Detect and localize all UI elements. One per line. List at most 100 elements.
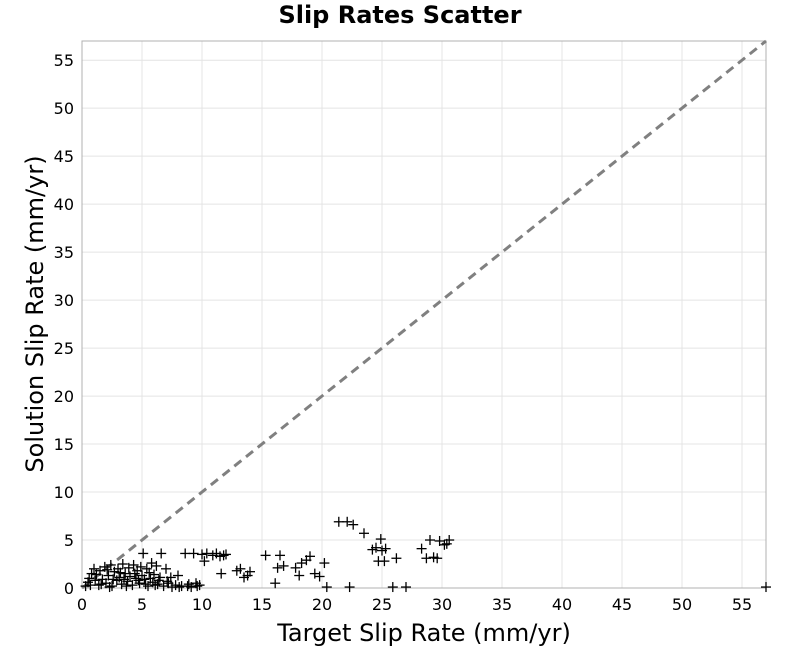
scatter-point — [348, 519, 359, 530]
scatter-point — [201, 548, 212, 559]
y-tick-label: 30 — [54, 291, 74, 310]
scatter-point — [342, 516, 353, 527]
scatter-point — [314, 571, 325, 582]
scatter-point — [371, 542, 381, 553]
scatter-point — [133, 575, 144, 586]
scatter-point — [84, 573, 95, 584]
scatter-point — [145, 573, 156, 584]
scatter-point — [272, 562, 283, 573]
scatter-point — [127, 580, 138, 591]
y-tick-label: 25 — [54, 339, 74, 358]
x-tick-label: 10 — [192, 595, 212, 614]
scatter-point — [444, 535, 455, 546]
scatter-point — [114, 572, 125, 583]
data-points — [80, 516, 771, 593]
scatter-point — [180, 548, 191, 559]
y-axis-ticks: 0 5 10 15 20 25 30 35 40 45 50 55 — [54, 51, 74, 598]
x-tick-label: 15 — [252, 595, 272, 614]
y-tick-label: 15 — [54, 435, 74, 454]
scatter-point — [104, 582, 115, 593]
x-axis-label: Target Slip Rate (mm/yr) — [276, 619, 571, 647]
scatter-point — [107, 581, 117, 592]
scatter-point — [380, 543, 391, 554]
scatter-point — [278, 560, 289, 571]
scatter-point — [165, 572, 176, 583]
y-tick-label: 40 — [54, 195, 74, 214]
x-axis-ticks: 0 5 10 15 20 25 30 35 40 45 50 55 — [77, 595, 752, 614]
scatter-point — [421, 553, 432, 564]
scatter-point — [375, 534, 386, 545]
scatter-point — [138, 548, 149, 559]
x-tick-label: 45 — [612, 595, 632, 614]
y-tick-label: 50 — [54, 99, 74, 118]
y-axis-label: Solution Slip Rate (mm/yr) — [21, 155, 49, 472]
scatter-point — [221, 549, 231, 560]
scatter-point — [89, 563, 99, 574]
plot-frame — [81, 40, 767, 589]
scatter-point — [216, 568, 227, 579]
scatter-point — [174, 582, 185, 593]
x-tick-label: 40 — [552, 595, 572, 614]
scatter-point — [182, 581, 193, 592]
x-tick-label: 30 — [432, 595, 452, 614]
y-tick-label: 0 — [64, 579, 74, 598]
scatter-point — [96, 579, 107, 590]
scatter-point — [140, 579, 151, 590]
identity-reference-line — [81, 39, 767, 590]
chart-title: Slip Rates Scatter — [278, 1, 521, 29]
scatter-point — [319, 558, 330, 569]
scatter-point — [439, 539, 450, 550]
scatter-point — [161, 563, 171, 574]
scatter-point — [260, 550, 271, 561]
scatter-point — [85, 580, 96, 591]
x-tick-label: 5 — [137, 595, 147, 614]
scatter-point — [117, 559, 128, 570]
scatter-point — [359, 528, 369, 539]
scatter-point — [128, 559, 139, 570]
scatter-point — [102, 564, 113, 575]
x-tick-label: 25 — [372, 595, 392, 614]
scatter-point — [425, 535, 435, 546]
y-tick-label: 10 — [54, 483, 74, 502]
x-tick-label: 35 — [492, 595, 512, 614]
scatter-point — [218, 550, 229, 561]
scatter-point — [115, 567, 126, 578]
scatter-point — [245, 566, 255, 577]
y-tick-label: 55 — [54, 51, 74, 70]
scatter-point — [135, 561, 146, 572]
scatter-point — [119, 574, 129, 585]
scatter-point — [129, 568, 140, 579]
scatter-point — [432, 553, 443, 564]
scatter-point — [153, 575, 164, 586]
scatter-point — [321, 582, 332, 593]
x-tick-label: 55 — [732, 595, 752, 614]
x-tick-label: 20 — [312, 595, 332, 614]
y-tick-label: 35 — [54, 243, 74, 262]
y-tick-label: 20 — [54, 387, 74, 406]
scatter-point — [144, 567, 155, 578]
scatter-point — [173, 570, 183, 581]
scatter-point — [387, 582, 398, 593]
scatter-point — [191, 578, 201, 589]
scatter-point — [401, 582, 411, 593]
scatter-point — [235, 563, 246, 574]
scatter-point — [139, 574, 150, 585]
scatter-point — [156, 548, 167, 559]
scatter-point — [108, 574, 119, 585]
x-tick-label: 0 — [77, 595, 87, 614]
scatter-point — [86, 568, 97, 579]
scatter-point — [391, 553, 402, 564]
scatter-point — [290, 562, 301, 573]
scatter-point — [199, 556, 210, 567]
x-tick-label: 50 — [672, 595, 692, 614]
scatter-point — [344, 582, 355, 593]
y-tick-label: 5 — [64, 531, 74, 550]
scatter-point — [197, 549, 207, 560]
scatter-point — [294, 570, 305, 581]
scatter-point — [305, 551, 315, 562]
scatter-point — [275, 550, 285, 561]
scatter-point — [188, 548, 199, 559]
scatter-point — [90, 575, 101, 586]
